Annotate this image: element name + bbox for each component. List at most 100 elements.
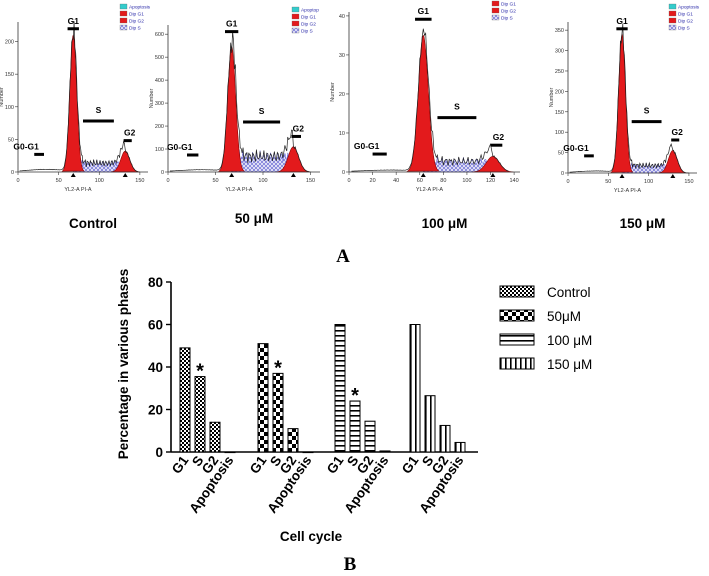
legend-label: 150 μM xyxy=(547,357,592,372)
gate-label: G0-G1 xyxy=(563,143,589,153)
legend-swatch xyxy=(491,7,500,14)
legend-swatch xyxy=(491,0,500,7)
y-tick-label: 500 xyxy=(155,55,164,61)
histogram-3: 0 20 40 60 80 100 120 140 0 10 20 30 40 YL2-A PI-A Num… xyxy=(330,0,523,193)
legend-label: Control xyxy=(547,285,591,300)
legend-swatch xyxy=(499,333,535,346)
category-label: G1 xyxy=(399,453,422,477)
gate-label: S xyxy=(96,105,102,115)
y-axis-label: Number xyxy=(330,82,336,102)
gate-label: G0-G1 xyxy=(167,142,193,152)
legend-swatch xyxy=(291,20,300,27)
y-tick-label: 40 xyxy=(148,360,163,375)
legend-swatch xyxy=(499,285,535,298)
histogram-1: 0 50 100 150 0 50 100 150 200 YL2-A PI-A Number G0-… xyxy=(0,3,151,193)
y-axis-label: Number xyxy=(0,87,5,107)
legend-swatch xyxy=(668,17,677,24)
x-axis-label: YL2-A PI-A xyxy=(64,187,92,193)
gate-label: G0-G1 xyxy=(13,141,39,151)
condition-label: 100 μM xyxy=(422,216,468,231)
peak-marker xyxy=(420,173,426,177)
x-tick-label: 0 xyxy=(16,178,19,184)
x-tick-label: 140 xyxy=(510,178,519,184)
peak-marker xyxy=(70,173,76,177)
y-tick-label: 10 xyxy=(339,131,345,137)
peak-marker xyxy=(290,173,296,177)
legend-swatch xyxy=(668,24,677,31)
gate-label: G1 xyxy=(226,19,238,29)
y-tick-label: 200 xyxy=(555,89,564,95)
legend-label: Dip G2 xyxy=(501,9,516,15)
peak-marker xyxy=(619,174,625,178)
legend-label: 50μM xyxy=(547,309,581,324)
legend-label: Dip G2 xyxy=(301,22,316,28)
bar-g1 xyxy=(409,324,421,453)
bar-s xyxy=(349,400,361,453)
gate-label: G2 xyxy=(672,127,684,137)
y-tick-label: 40 xyxy=(339,14,345,20)
gate-label: G1 xyxy=(616,16,628,26)
gate-label: G2 xyxy=(124,128,136,138)
x-axis-title: Cell cycle xyxy=(280,529,343,544)
bar-apoptosis xyxy=(379,450,391,453)
legend-label: Dip S xyxy=(129,26,141,32)
histogram-outline xyxy=(169,31,311,173)
x-tick-label: 100 xyxy=(258,178,267,184)
legend-swatch xyxy=(119,24,128,31)
histogram-outline xyxy=(351,28,509,172)
y-tick-label: 400 xyxy=(155,78,164,84)
x-tick-label: 50 xyxy=(605,179,611,185)
y-tick-label: 0 xyxy=(11,170,14,176)
significance-marker: * xyxy=(196,361,204,383)
bar-s xyxy=(272,372,284,453)
legend-label: Dip G1 xyxy=(301,15,316,21)
bar-apoptosis xyxy=(454,441,466,453)
bar-g1 xyxy=(179,347,191,453)
condition-label: 50 μM xyxy=(235,211,273,226)
histogram-4: 0 50 100 150 0 50 100 150 200 250 300 350 YL2-A PI-A… xyxy=(549,3,700,194)
y-tick-label: 30 xyxy=(339,53,345,59)
legend-label: Dip G1 xyxy=(678,12,693,18)
bar-g1 xyxy=(334,324,346,453)
y-tick-label: 80 xyxy=(148,275,163,290)
y-tick-label: 20 xyxy=(148,403,163,418)
peak-marker xyxy=(229,173,235,177)
bar-g1 xyxy=(257,343,269,453)
legend-label: Apoptosis xyxy=(129,5,151,11)
y-tick-label: 100 xyxy=(155,147,164,153)
y-tick-label: 300 xyxy=(155,101,164,107)
legend-swatch xyxy=(291,27,300,34)
panel-a-label: A xyxy=(336,246,350,267)
condition-label: 150 μM xyxy=(620,216,666,231)
category-label: G1 xyxy=(324,453,347,477)
gate-label: G2 xyxy=(493,132,505,142)
legend-swatch xyxy=(119,10,128,17)
y-tick-label: 0 xyxy=(161,170,164,176)
x-tick-label: 80 xyxy=(440,178,446,184)
bar-apoptosis xyxy=(302,451,314,454)
y-tick-label: 50 xyxy=(8,137,14,143)
x-tick-label: 0 xyxy=(347,178,350,184)
gate-label: S xyxy=(454,102,460,112)
y-tick-label: 50 xyxy=(558,151,564,157)
gate-label: S xyxy=(259,106,265,116)
category-label: G1 xyxy=(169,453,192,477)
x-axis-label: YL2-A PI-A xyxy=(416,187,444,193)
g1-peak xyxy=(218,46,245,172)
significance-marker: * xyxy=(274,357,282,379)
legend-swatch xyxy=(499,309,535,322)
x-tick-label: 40 xyxy=(393,178,399,184)
y-tick-label: 600 xyxy=(155,32,164,38)
bar-s xyxy=(424,395,436,453)
x-tick-label: 0 xyxy=(166,178,169,184)
legend-label: Dip G1 xyxy=(501,2,516,8)
gate-label: G0-G1 xyxy=(354,141,380,151)
x-tick-label: 50 xyxy=(56,178,62,184)
legend-swatch xyxy=(491,14,500,21)
legend-label: Dip S xyxy=(301,29,313,35)
y-tick-label: 0 xyxy=(342,170,345,176)
